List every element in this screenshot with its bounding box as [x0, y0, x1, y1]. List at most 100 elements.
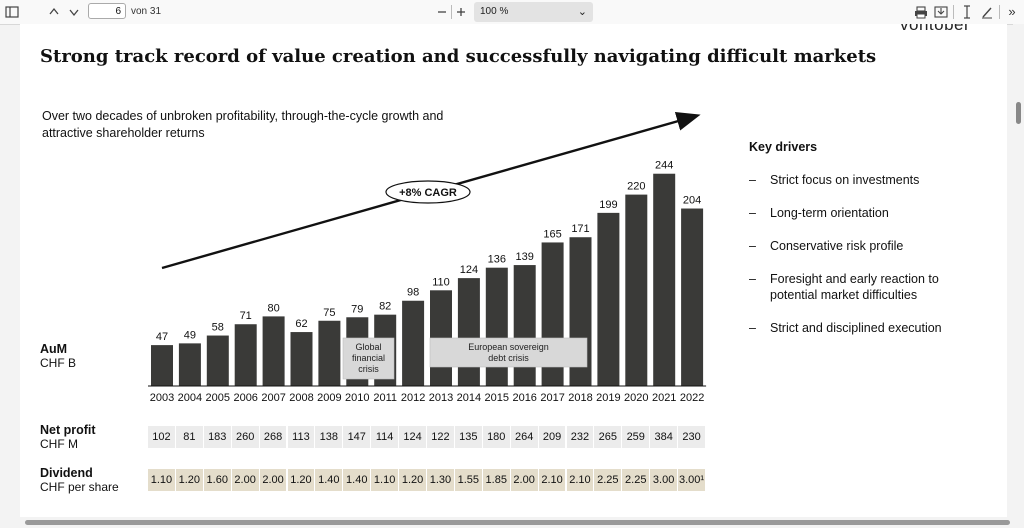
dividend-cell: 1.30 [427, 469, 454, 491]
year-tick-label: 2005 [206, 392, 230, 404]
slide-title: Strong track record of value creation an… [40, 46, 877, 67]
aum-bar [513, 265, 536, 386]
bar-value-label: 244 [655, 160, 673, 172]
dividend-cell: 1.20 [287, 469, 315, 491]
bar-value-label: 79 [351, 303, 363, 315]
bar-value-label: 82 [379, 301, 391, 313]
plus-icon[interactable] [454, 0, 468, 24]
net-profit-cell: 230 [678, 426, 705, 448]
dividend-cell: 1.20 [175, 469, 203, 491]
crisis-box-european: European sovereign debt crisis [429, 337, 588, 368]
dividend-cell: 2.00 [510, 469, 538, 491]
driver-text: Strict and disciplined execution [770, 321, 942, 335]
aum-bar [653, 173, 676, 386]
minus-icon[interactable] [435, 0, 449, 24]
driver-dash: – [749, 321, 756, 335]
net-profit-cell: 264 [510, 426, 538, 448]
aum-unit: CHF B [40, 356, 76, 370]
bar-value-label: 71 [240, 310, 252, 322]
horizontal-scrollbar[interactable] [0, 517, 1024, 528]
toolbar-divider [999, 5, 1000, 19]
net-profit-title: Net profit [40, 423, 96, 437]
year-tick-label: 2006 [233, 392, 257, 404]
aum-row-label: AuM CHF B [40, 342, 76, 370]
dividend-cell: 3.00¹ [678, 469, 705, 491]
year-tick-label: 2009 [317, 392, 341, 404]
driver-text: Strict focus on investments [770, 173, 920, 187]
dividend-cell: 1.60 [203, 469, 231, 491]
dividend-cell: 1.20 [399, 469, 426, 491]
aum-bar [262, 316, 285, 386]
crisis-box-global: Global financial crisis [342, 337, 395, 380]
driver-dash: – [749, 239, 756, 253]
bar-value-label: 75 [323, 307, 335, 319]
toolbar-divider [953, 5, 954, 19]
dividend-cell: 1.40 [315, 469, 343, 491]
dividend-cell: 2.25 [622, 469, 650, 491]
text-cursor-icon[interactable] [960, 0, 974, 24]
cagr-badge: +8% CAGR [385, 180, 471, 204]
more-icon[interactable]: » [1008, 4, 1016, 19]
crisis-1-line-2: financial [352, 353, 385, 363]
net-profit-cell: 260 [231, 426, 259, 448]
year-tick-label: 2015 [485, 392, 509, 404]
aum-bar [290, 332, 313, 386]
dividend-cell: 1.10 [148, 469, 175, 491]
year-tick-label: 2013 [429, 392, 453, 404]
dividend-unit: CHF per share [40, 480, 119, 494]
page-number-input[interactable]: 6 [88, 3, 126, 19]
driver-dash: – [749, 206, 756, 220]
aum-bar [485, 267, 508, 386]
chevron-up-icon[interactable] [46, 0, 62, 24]
year-tick-label: 2011 [373, 392, 397, 404]
dividend-cell: 2.10 [566, 469, 594, 491]
net-profit-cell: 209 [538, 426, 566, 448]
vertical-scrollbar[interactable] [1013, 24, 1024, 517]
crisis-1-line-3: crisis [358, 364, 379, 374]
scrollbar-thumb[interactable] [1016, 102, 1021, 124]
dividend-cell: 2.10 [538, 469, 566, 491]
aum-bar [206, 335, 229, 386]
crisis-2-line-2: debt crisis [488, 353, 529, 363]
net-profit-cell: 265 [594, 426, 622, 448]
slide-subtitle: Over two decades of unbroken profitabili… [42, 109, 444, 140]
net-profit-cell: 384 [650, 426, 678, 448]
dividend-cell: 2.00 [231, 469, 259, 491]
year-tick-label: 2018 [568, 392, 592, 404]
year-tick-label: 2019 [596, 392, 620, 404]
net-profit-cell: 135 [454, 426, 482, 448]
bar-value-label: 204 [683, 195, 701, 207]
zoom-select[interactable]: 100 % ⌄ [474, 2, 593, 22]
crisis-1-line-1: Global [355, 342, 381, 352]
net-profit-unit: CHF M [40, 437, 78, 451]
pen-icon[interactable] [979, 0, 995, 24]
year-tick-label: 2008 [289, 392, 313, 404]
save-icon[interactable] [933, 0, 949, 24]
bar-value-label: 58 [212, 322, 224, 334]
year-tick-label: 2021 [652, 392, 676, 404]
scrollbar-thumb[interactable] [25, 520, 1010, 525]
print-icon[interactable] [913, 0, 929, 24]
year-tick-label: 2017 [540, 392, 564, 404]
bar-value-label: 199 [599, 199, 617, 211]
year-tick-label: 2003 [150, 392, 174, 404]
year-tick-label: 2016 [512, 392, 536, 404]
bar-value-label: 98 [407, 287, 419, 299]
net-profit-cell: 268 [259, 426, 287, 448]
net-profit-cell: 138 [315, 426, 343, 448]
dividend-cell: 1.55 [454, 469, 482, 491]
chevron-down-icon[interactable] [66, 0, 82, 24]
sidebar-toggle-icon[interactable] [4, 0, 20, 24]
aum-bar [457, 278, 480, 386]
bar-value-label: 124 [460, 264, 478, 276]
dividend-title: Dividend [40, 466, 93, 480]
crisis-2-line-1: European sovereign [468, 342, 549, 352]
aum-bar [402, 300, 425, 386]
dividend-cell: 2.25 [594, 469, 622, 491]
year-tick-label: 2010 [345, 392, 369, 404]
bar-value-label: 171 [571, 223, 589, 235]
bar-value-label: 139 [516, 251, 534, 263]
net-profit-cell: 232 [566, 426, 594, 448]
bar-value-label: 80 [267, 302, 279, 314]
aum-bar [234, 324, 257, 386]
